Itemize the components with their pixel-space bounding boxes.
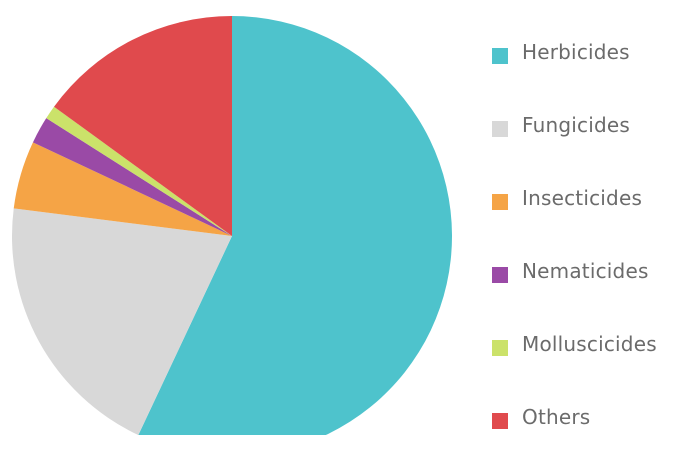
pie-slice-fungicides (12, 208, 232, 435)
legend-swatch-herbicides (492, 48, 508, 64)
chart-legend: Herbicides Fungicides Insecticides Nemat… (492, 38, 696, 476)
legend-label-nematicides: Nematicides (522, 259, 649, 283)
legend-swatch-nematicides (492, 267, 508, 283)
pie-slice-molluscicides (46, 106, 232, 236)
legend-item-others: Others (492, 403, 696, 476)
legend-label-insecticides: Insecticides (522, 186, 643, 210)
legend-label-molluscicides: Molluscicides (522, 332, 657, 356)
legend-swatch-fungicides (492, 121, 508, 137)
pie-slice-others (54, 16, 232, 236)
legend-swatch-others (492, 413, 508, 429)
legend-swatch-molluscicides (492, 340, 508, 356)
pie-chart: Herbicides Fungicides Insecticides Nemat… (12, 16, 657, 435)
legend-item-fungicides: Fungicides (492, 111, 696, 184)
legend-swatch-insecticides (492, 194, 508, 210)
pie-chart-plot (12, 16, 453, 435)
pie-slice-herbicides (138, 16, 453, 435)
legend-item-herbicides: Herbicides (492, 38, 696, 111)
pie-slice-insecticides (13, 142, 233, 236)
pie-slice-nematicides (32, 118, 232, 236)
legend-label-fungicides: Fungicides (522, 113, 630, 137)
legend-label-others: Others (522, 405, 591, 429)
legend-item-insecticides: Insecticides (492, 184, 696, 257)
legend-label-herbicides: Herbicides (522, 40, 630, 64)
legend-item-molluscicides: Molluscicides (492, 330, 696, 403)
legend-item-nematicides: Nematicides (492, 257, 696, 330)
